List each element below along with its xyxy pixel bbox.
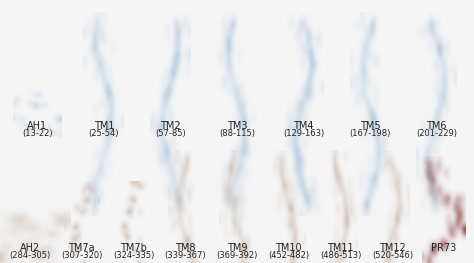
Text: TM3: TM3 [227,121,247,131]
Text: TM11: TM11 [327,243,354,253]
Bar [282,113,325,217]
Text: (129-163): (129-163) [283,129,324,138]
Text: TM10: TM10 [275,243,302,253]
Text: (284-305): (284-305) [9,251,51,260]
Text: (369-392): (369-392) [216,251,258,260]
Text: TM2: TM2 [160,121,181,131]
Text: TM12: TM12 [379,243,406,253]
Text: (13-22): (13-22) [22,129,53,138]
Text: AH2: AH2 [20,243,40,253]
Bar [349,113,392,217]
Text: (452-482): (452-482) [268,251,310,260]
Text: (324-335): (324-335) [113,251,154,260]
Bar [415,113,458,217]
Text: TM9: TM9 [227,243,247,253]
Text: TM8: TM8 [175,243,195,253]
Text: (25-54): (25-54) [89,129,119,138]
Text: AH1: AH1 [27,121,47,131]
Bar [12,113,63,155]
Text: (307-320): (307-320) [61,251,102,260]
Text: TM7a: TM7a [68,243,95,253]
Text: (57-85): (57-85) [155,129,186,138]
Text: TM7b: TM7b [120,243,147,253]
Text: (201-229): (201-229) [416,129,457,138]
Text: TM6: TM6 [427,121,447,131]
Bar [149,113,192,217]
Text: TM1: TM1 [93,121,114,131]
Text: (339-367): (339-367) [164,251,206,260]
Text: TM5: TM5 [360,121,381,131]
Text: (88-115): (88-115) [219,129,255,138]
Text: PR73: PR73 [431,243,457,253]
Bar [82,113,125,217]
Text: (167-198): (167-198) [349,129,391,138]
Bar [216,113,258,217]
Text: (486-513): (486-513) [320,251,361,260]
Text: TM4: TM4 [293,121,314,131]
Text: (520-546): (520-546) [372,251,413,260]
